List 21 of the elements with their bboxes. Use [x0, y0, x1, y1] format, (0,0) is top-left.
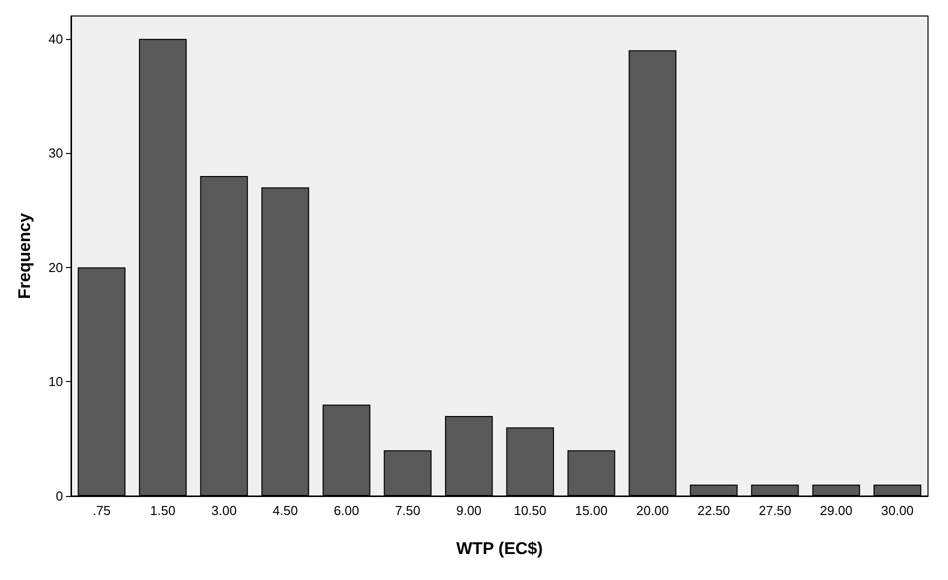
x-axis-title: WTP (EC$)	[456, 539, 543, 558]
x-tick-label: 15.00	[575, 503, 608, 518]
x-tick-label: 22.50	[697, 503, 730, 518]
x-tick-label: 27.50	[758, 503, 792, 518]
x-tick-label: 29.00	[820, 503, 852, 518]
x-tick-label: 4.50	[272, 503, 298, 518]
x-tick-label: .75	[92, 503, 111, 518]
y-tick-label: 30	[48, 146, 63, 161]
x-tick-label: 30.00	[881, 503, 914, 518]
x-tick-label: 1.50	[150, 503, 176, 518]
x-tick-label: 7.50	[395, 503, 420, 518]
x-tick-label: 3.00	[211, 503, 237, 518]
y-axis-title: Frequency	[15, 212, 34, 299]
y-tick-label: 40	[48, 31, 63, 46]
y-tick-label: 10	[48, 374, 63, 390]
x-tick-label: 6.00	[334, 503, 360, 518]
x-tick-label: 10.50	[514, 503, 546, 518]
x-tick-label: 20.00	[636, 503, 669, 518]
y-tick-label: 20	[48, 260, 63, 275]
y-tick-label: 0	[56, 488, 63, 504]
x-tick-label: 9.00	[456, 503, 482, 518]
